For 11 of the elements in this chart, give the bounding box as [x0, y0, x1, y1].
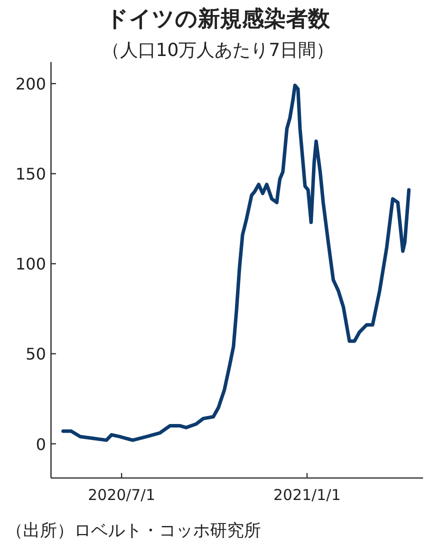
- y-tick-label: 150: [15, 164, 46, 184]
- x-tick-label: 2020/7/1: [88, 486, 156, 504]
- y-tick-label: 0: [36, 434, 46, 454]
- chart-title: ドイツの新規感染者数: [106, 6, 331, 32]
- y-tick-label: 50: [26, 344, 46, 364]
- y-tick-label: 100: [15, 254, 46, 274]
- chart-subtitle: （人口10万人あたり7日間）: [102, 40, 334, 61]
- text: （出所）ロベルト・コッホ研究所: [6, 521, 261, 541]
- x-tick-label: 2021/1/1: [273, 486, 341, 504]
- y-tick-label: 200: [15, 74, 46, 94]
- line-series: [61, 84, 411, 442]
